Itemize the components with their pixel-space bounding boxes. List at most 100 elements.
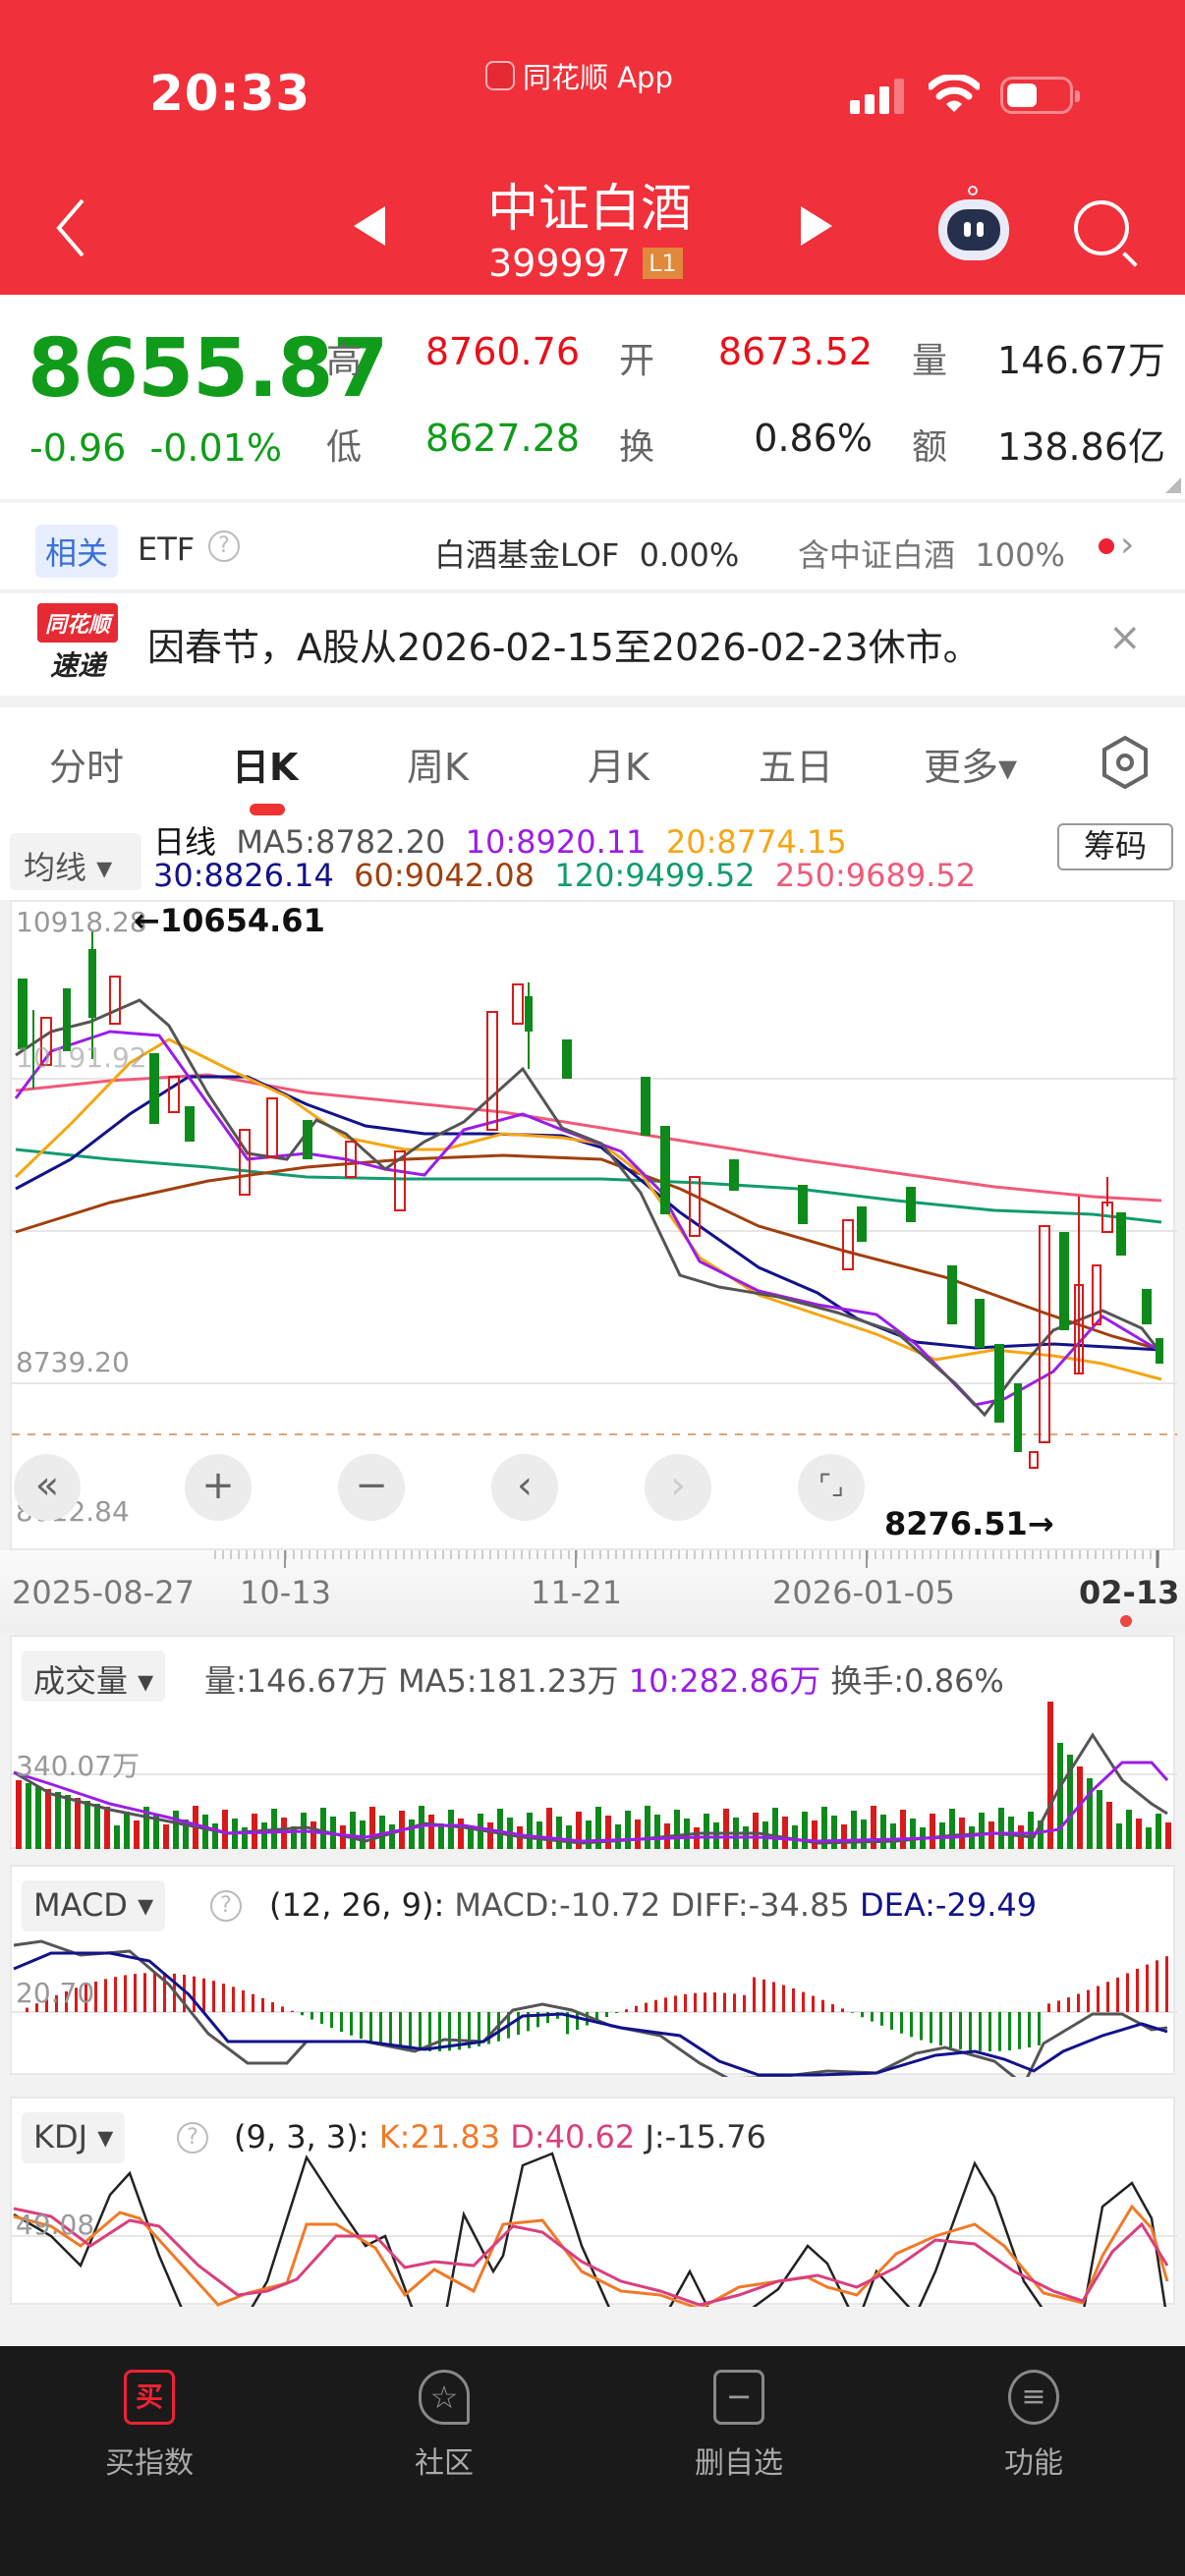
amount-value: 138.86亿 bbox=[997, 425, 1165, 469]
dea-value: DEA:-29.49 bbox=[859, 1886, 1038, 1924]
macd-selector[interactable]: MACD ▾ bbox=[22, 1880, 166, 1932]
tab-more[interactable]: 更多▾ bbox=[924, 746, 1018, 789]
return-to-app[interactable]: 同花顺 App bbox=[485, 55, 673, 96]
help-icon[interactable]: ? bbox=[208, 531, 240, 562]
bottom-toolbar: 买 买指数 ☆ 社区 − 删自选 ≡ 功能 bbox=[0, 2346, 1185, 2576]
y-label-2: 10191.92 bbox=[16, 1041, 147, 1074]
hexagon-settings-icon[interactable] bbox=[1100, 735, 1150, 790]
tab-weekly-k[interactable]: 周K bbox=[407, 746, 469, 789]
rewind-button[interactable]: « bbox=[14, 1454, 81, 1521]
ma5-value: MA5:8782.20 bbox=[236, 823, 446, 861]
kdj-legend: (9, 3, 3): K:21.83 D:40.62 J:-15.76 bbox=[234, 2118, 766, 2156]
kdj-help-icon[interactable]: ? bbox=[177, 2122, 208, 2154]
close-icon[interactable]: × bbox=[1108, 615, 1142, 660]
expand-corner-icon[interactable] bbox=[1165, 477, 1181, 493]
macd-plot bbox=[12, 1939, 1177, 2077]
date-label-3: 11-21 bbox=[531, 1574, 622, 1611]
status-time: 20:33 bbox=[149, 65, 311, 122]
community-label: 社区 bbox=[415, 2446, 474, 2481]
chips-button[interactable]: 筹码 bbox=[1057, 823, 1173, 870]
current-date-dot bbox=[1120, 1615, 1132, 1627]
kdj-y-label: 49.08 bbox=[16, 2209, 95, 2241]
date-label-end: 02-13 bbox=[1079, 1574, 1180, 1611]
kdj-panel[interactable]: KDJ ▾ ? (9, 3, 3): K:21.83 D:40.62 J:-15… bbox=[10, 2097, 1177, 2307]
etf-fund-name: 白酒基金LOF bbox=[434, 536, 620, 574]
volume-ma5: MA5:181.23万 bbox=[397, 1662, 619, 1700]
date-label-2: 10-13 bbox=[240, 1574, 331, 1611]
battery-icon bbox=[1000, 77, 1080, 114]
period-low-marker: 8276.51→ bbox=[884, 1505, 1054, 1542]
ma30-value: 30:8826.14 bbox=[153, 857, 334, 894]
active-tab-indicator bbox=[250, 804, 285, 815]
kdj-plot bbox=[12, 2152, 1177, 2307]
candles bbox=[18, 931, 1163, 1469]
macd-panel[interactable]: MACD ▾ ? (12, 26, 9): MACD:-10.72 DIFF:-… bbox=[10, 1865, 1177, 2077]
app-label: 同花顺 App bbox=[523, 61, 673, 94]
k-value: K:21.83 bbox=[378, 2118, 501, 2156]
ma20-value: 20:8774.15 bbox=[665, 823, 847, 861]
volume-panel[interactable]: 成交量 ▾ 量:146.67万 MA5:181.23万 10:282.86万 换… bbox=[10, 1635, 1177, 1849]
back-icon[interactable] bbox=[51, 196, 90, 259]
date-axis[interactable]: 2025-08-27 10-13 11-21 2026-01-05 02-13 bbox=[0, 1550, 1185, 1633]
etf-holding: 含中证白酒 100% bbox=[798, 531, 1065, 576]
volume-turnover: 换手:0.86% bbox=[830, 1662, 1004, 1700]
tab-five-day[interactable]: 五日 bbox=[759, 746, 834, 789]
tab-daily-k[interactable]: 日K bbox=[232, 746, 299, 789]
ma-legend-row-2: 30:8826.14 60:9042.08 120:9499.52 250:96… bbox=[153, 857, 976, 894]
chevron-right-icon[interactable]: › bbox=[1120, 525, 1135, 565]
volume-selector[interactable]: 成交量 ▾ bbox=[22, 1651, 166, 1702]
last-price: 8655.87 bbox=[28, 322, 388, 416]
search-icon[interactable] bbox=[1074, 200, 1129, 255]
remove-watchlist-button[interactable]: − 删自选 bbox=[641, 2370, 837, 2482]
d-value: D:40.62 bbox=[510, 2118, 636, 2156]
ai-robot-icon[interactable] bbox=[938, 186, 1009, 260]
volume-value: 146.67万 bbox=[997, 339, 1165, 382]
y-label-top: 10918.28 bbox=[16, 906, 147, 938]
menu-icon: ≡ bbox=[1008, 2370, 1059, 2425]
buy-index-button[interactable]: 买 买指数 bbox=[51, 2370, 248, 2482]
volume-ma10: 10:282.86万 bbox=[628, 1662, 821, 1700]
notification-dot bbox=[1099, 538, 1114, 554]
low-value: 8627.28 bbox=[424, 417, 580, 460]
period-tabs: 分时 日K 周K 月K 五日 更多▾ bbox=[0, 707, 1185, 815]
next-stock-icon[interactable] bbox=[801, 206, 832, 246]
etf-fund-change: 0.00% bbox=[639, 536, 740, 574]
community-button[interactable]: ☆ 社区 bbox=[346, 2370, 542, 2482]
remove-watchlist-icon: − bbox=[713, 2370, 764, 2425]
fullscreen-button[interactable]: ⌜⌟ bbox=[798, 1454, 865, 1521]
prev-stock-icon[interactable] bbox=[354, 206, 385, 246]
turnover-label: 换 bbox=[619, 427, 655, 468]
macd-value: MACD:-10.72 bbox=[454, 1886, 661, 1924]
news-logo-top: 同花顺 bbox=[37, 603, 118, 643]
change-value: -0.96 bbox=[29, 426, 127, 470]
buy-icon: 买 bbox=[124, 2370, 175, 2425]
related-etf-row[interactable]: 相关 ETF ? 白酒基金LOF 0.00% 含中证白酒 100% bbox=[0, 503, 1185, 589]
candlestick-plot bbox=[12, 931, 1177, 1469]
functions-button[interactable]: ≡ 功能 bbox=[935, 2370, 1132, 2482]
news-banner[interactable]: 同花顺 速递 因春节，A股从2026-02-15至2026-02-23休市。 × bbox=[0, 593, 1185, 696]
ma-selector[interactable]: 均线 ▾ bbox=[10, 833, 141, 890]
app-logo-icon bbox=[485, 61, 515, 90]
scroll-right-button[interactable]: › bbox=[645, 1454, 711, 1521]
functions-label: 功能 bbox=[1004, 2446, 1063, 2481]
ma120-value: 120:9499.52 bbox=[554, 857, 756, 894]
zoom-in-button[interactable]: + bbox=[185, 1454, 252, 1521]
scroll-left-button[interactable]: ‹ bbox=[491, 1454, 558, 1521]
etf-holding-label: 含中证白酒 bbox=[798, 536, 956, 574]
y-label-3: 8739.20 bbox=[16, 1346, 130, 1378]
tab-intraday[interactable]: 分时 bbox=[49, 746, 125, 789]
remove-watchlist-label: 删自选 bbox=[695, 2446, 783, 2481]
open-label: 开 bbox=[619, 341, 655, 381]
macd-help-icon[interactable]: ? bbox=[210, 1890, 242, 1922]
stock-title: 中证白酒 bbox=[486, 180, 692, 239]
zoom-out-button[interactable]: − bbox=[338, 1454, 405, 1521]
macd-params: (12, 26, 9): bbox=[269, 1886, 445, 1924]
kdj-selector[interactable]: KDJ ▾ bbox=[22, 2112, 126, 2163]
header: 20:33 同花顺 App 中证白酒 399997 L1 bbox=[0, 0, 1185, 295]
candlestick-chart[interactable]: 10918.28 10191.92 8739.20 8012.84 ←10654… bbox=[10, 900, 1177, 1550]
news-logo-bottom: 速递 bbox=[49, 649, 105, 682]
change-percent: -0.01% bbox=[149, 426, 282, 470]
related-tag: 相关 bbox=[35, 525, 119, 578]
high-value: 8760.76 bbox=[424, 330, 580, 373]
tab-monthly-k[interactable]: 月K bbox=[588, 746, 649, 789]
